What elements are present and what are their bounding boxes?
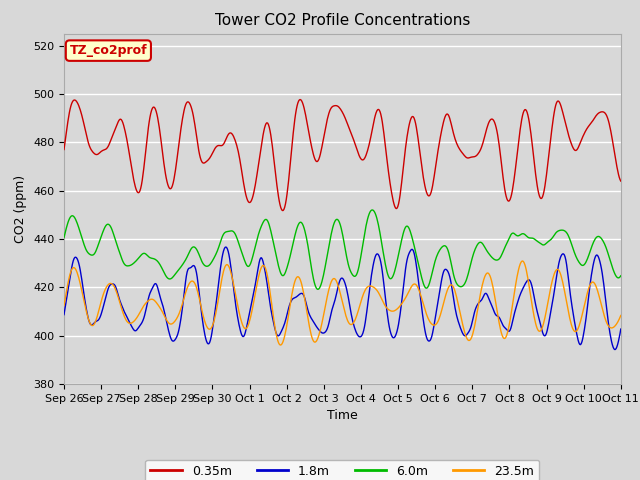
- X-axis label: Time: Time: [327, 409, 358, 422]
- Text: TZ_co2prof: TZ_co2prof: [70, 44, 147, 57]
- Title: Tower CO2 Profile Concentrations: Tower CO2 Profile Concentrations: [214, 13, 470, 28]
- Legend: 0.35m, 1.8m, 6.0m, 23.5m: 0.35m, 1.8m, 6.0m, 23.5m: [145, 460, 540, 480]
- Y-axis label: CO2 (ppm): CO2 (ppm): [15, 175, 28, 243]
